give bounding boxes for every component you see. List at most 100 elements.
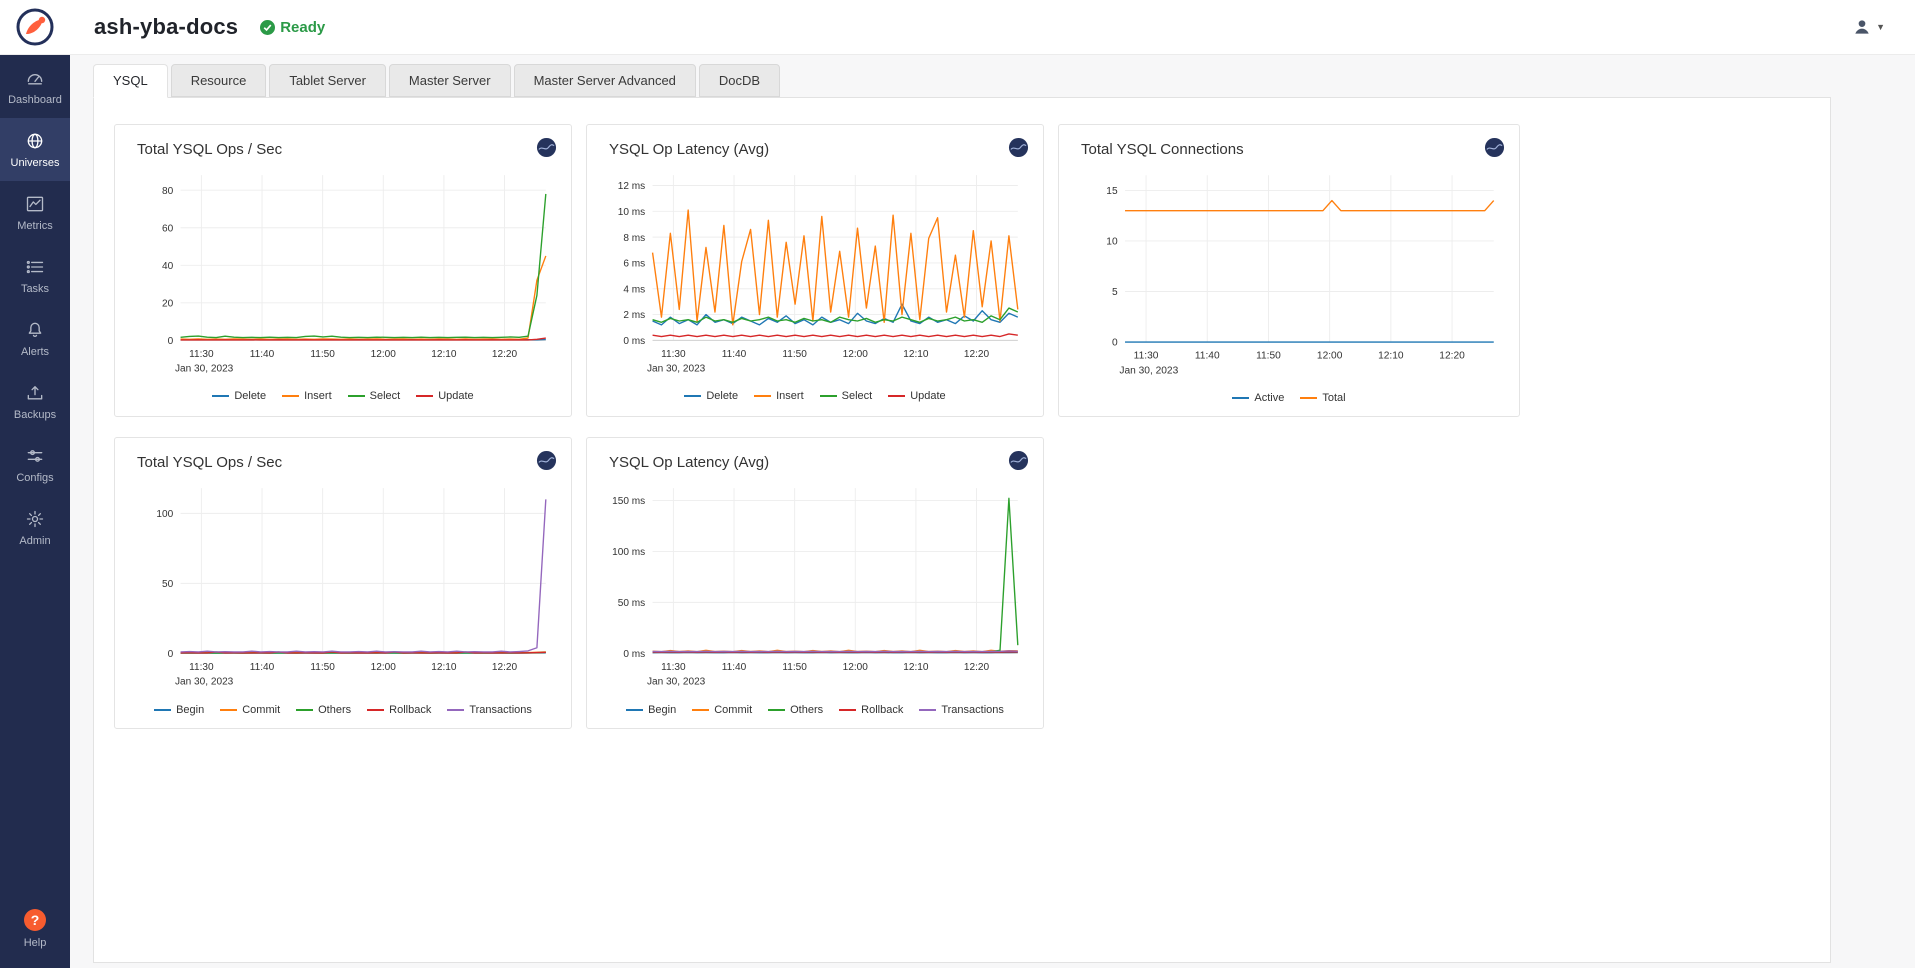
check-circle-icon [260,19,276,35]
legend-swatch [367,708,385,711]
svg-text:12:00: 12:00 [1317,351,1343,362]
legend-swatch [347,395,365,398]
legend-item[interactable]: Delete [684,390,738,402]
svg-text:12:00: 12:00 [371,662,397,673]
sidebar-item-admin[interactable]: Admin [0,496,70,559]
legend-item[interactable]: Begin [626,704,676,716]
legend-item[interactable]: Update [416,390,474,402]
sidebar-item-dashboard[interactable]: Dashboard [0,55,70,118]
legend-item[interactable]: Select [819,390,873,403]
tasks-icon [26,260,44,273]
svg-text:Jan 30, 2023: Jan 30, 2023 [1119,366,1178,377]
svg-text:11:40: 11:40 [722,349,747,360]
legend-item[interactable]: Begin [154,704,204,716]
svg-text:11:50: 11:50 [310,349,335,360]
legend-label: Insert [304,390,332,403]
tab-ysql[interactable]: YSQL [93,64,168,98]
legend-item[interactable]: Rollback [367,704,431,716]
svg-text:11:30: 11:30 [661,349,686,360]
sidebar-item-configs[interactable]: Configs [0,433,70,496]
legend-label: Others [790,703,824,716]
svg-text:11:50: 11:50 [1256,351,1281,362]
svg-text:12:20: 12:20 [964,349,990,360]
svg-text:Jan 30, 2023: Jan 30, 2023 [647,364,706,375]
chart-title: YSQL Op Latency (Avg) [609,141,770,158]
chart-title: Total YSQL Ops / Sec [137,141,283,158]
sidebar-item-metrics[interactable]: Metrics [0,181,70,244]
svg-text:20: 20 [162,298,174,309]
chart-svg: 0 20 40 60 80 11:30 Jan 30, 2023 11:40 11:50 12:0… [162,175,547,375]
legend-item[interactable]: Rollback [839,704,903,716]
legend-item[interactable]: Transactions [919,704,1004,716]
globe-icon[interactable] [536,137,557,158]
sidebar-item-help[interactable]: ? Help [0,900,70,958]
yugabyte-logo[interactable] [0,7,70,47]
svg-text:11:30: 11:30 [661,662,686,673]
svg-text:12:10: 12:10 [903,349,929,360]
globe-icon[interactable] [1008,137,1029,158]
legend-label: Update [910,390,946,403]
legend-item[interactable]: Insert [282,390,332,402]
legend-swatch [447,708,465,711]
globe-icon[interactable] [1008,450,1029,471]
legend-label: Rollback [389,703,432,716]
svg-text:5: 5 [1112,287,1118,298]
chart-legend: Begin Commit Others Rollback Transactions [131,700,555,724]
tab-master-server-advanced[interactable]: Master Server Advanced [513,64,696,97]
legend-label: Transactions [941,703,1004,716]
legend-item[interactable]: Delete [212,390,266,402]
legend-item[interactable]: Others [768,704,823,716]
sidebar-item-universes[interactable]: Universes [0,118,70,181]
legend-swatch [919,708,937,711]
sidebar-item-tasks[interactable]: Tasks [0,244,70,307]
svg-text:12:00: 12:00 [843,662,869,673]
sidebar: Dashboard Universes Metrics Tasks [0,55,70,968]
svg-text:11:40: 11:40 [722,662,747,673]
svg-text:0: 0 [168,336,174,347]
svg-text:50: 50 [162,579,174,590]
legend-item[interactable]: Others [296,704,351,716]
legend-swatch [754,395,772,398]
legend-item[interactable]: Transactions [447,704,532,716]
sidebar-item-backups[interactable]: Backups [0,370,70,433]
chart-svg: 0 50 100 11:30 Jan 30, 2023 11:40 11:50 12:00 12… [156,488,547,688]
sidebar-item-label: Admin [19,534,51,547]
svg-text:11:50: 11:50 [782,349,807,360]
sidebar-item-label: Universes [10,156,60,169]
legend-item[interactable]: Active [1232,392,1284,404]
admin-icon [26,510,44,527]
chart-panel-total-ysql-ops: Total YSQL Ops / Sec 0 20 40 60 80 11:30 Jan 3… [114,124,572,418]
legend-item[interactable]: Insert [754,390,804,402]
legend-item[interactable]: Select [347,390,401,403]
svg-text:11:50: 11:50 [310,662,335,673]
charts-grid: Total YSQL Ops / Sec 0 20 40 60 80 11:30 Jan 3… [114,124,1810,729]
legend-item[interactable]: Total [1300,392,1346,404]
status-label: Ready [280,18,326,36]
sidebar-item-label: Backups [13,408,57,421]
sidebar-item-alerts[interactable]: Alerts [0,307,70,370]
user-menu[interactable]: ▼ [1852,17,1885,37]
tab-docdb[interactable]: DocDB [698,64,781,97]
svg-text:Jan 30, 2023: Jan 30, 2023 [647,677,706,688]
legend-item[interactable]: Update [888,390,946,403]
legend-swatch [1300,397,1318,400]
legend-item[interactable]: Commit [692,704,752,716]
legend-label: Select [841,390,873,403]
legend-item[interactable]: Commit [220,704,280,716]
svg-text:100 ms: 100 ms [612,547,645,558]
tab-bar: YSQL Resource Tablet Server Master Serve… [93,64,1831,98]
svg-text:0 ms: 0 ms [623,649,645,660]
tab-resource[interactable]: Resource [170,64,267,97]
tab-master-server[interactable]: Master Server [388,64,511,97]
legend-label: Transactions [469,703,532,716]
chart-legend: Active Total [1075,388,1503,412]
universe-title: ash-yba-docs [94,14,239,39]
configs-icon [27,449,43,462]
legend-label: Begin [176,703,205,716]
svg-text:0: 0 [168,649,174,660]
globe-icon[interactable] [1484,137,1505,158]
globe-icon[interactable] [536,450,557,471]
tab-tablet-server[interactable]: Tablet Server [269,64,386,97]
svg-text:11:30: 11:30 [189,349,214,360]
legend-label: Select [369,390,401,403]
